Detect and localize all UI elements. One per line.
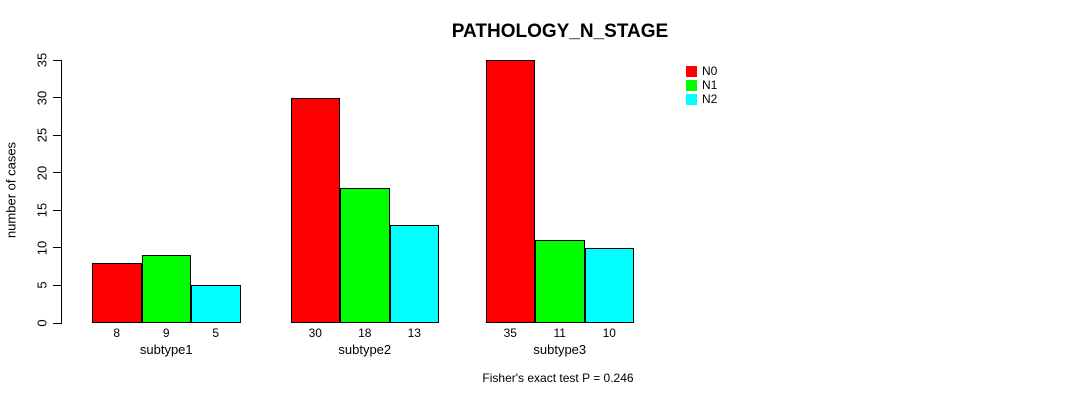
legend-label: N0 xyxy=(702,64,718,78)
legend-item-N1: N1 xyxy=(686,78,718,92)
category-label: subtype3 xyxy=(533,342,587,357)
bar-value-label: 5 xyxy=(212,326,220,340)
bar-value-label: 30 xyxy=(308,326,322,340)
y-axis-tick xyxy=(53,172,61,174)
legend-swatch-N0 xyxy=(686,66,697,77)
bar-N0-subtype2 xyxy=(290,97,340,323)
category-label: subtype2 xyxy=(338,342,392,357)
y-axis-tick xyxy=(53,247,61,249)
y-axis-tick xyxy=(53,59,61,61)
bar-N0-subtype3 xyxy=(485,60,535,323)
bar-N0-subtype1 xyxy=(92,262,142,323)
y-axis-tick-label: 20 xyxy=(34,165,50,180)
bar-value-label: 13 xyxy=(407,326,421,340)
y-axis-tick-label: 10 xyxy=(34,240,50,256)
y-axis-tick-label: 25 xyxy=(34,127,50,143)
bar-value-label: 8 xyxy=(113,326,121,340)
legend: N0 N1 N2 xyxy=(686,64,718,106)
y-axis-tick xyxy=(53,284,61,286)
annotation-text: Fisher's exact test P = 0.246 xyxy=(482,371,634,385)
legend-swatch-N1 xyxy=(686,80,697,91)
y-axis-tick-label: 5 xyxy=(34,281,50,290)
bar-N2-subtype1 xyxy=(191,285,241,323)
y-axis-line xyxy=(61,60,62,324)
bar-N1-subtype2 xyxy=(340,187,390,323)
bar-value-label: 10 xyxy=(602,326,616,340)
y-axis-tick-label: 30 xyxy=(34,90,50,105)
bar-value-label: 11 xyxy=(553,326,566,340)
y-axis-tick xyxy=(53,209,61,211)
legend-label: N1 xyxy=(702,78,718,92)
legend-item-N2: N2 xyxy=(686,92,718,106)
legend-swatch-N2 xyxy=(686,94,697,105)
y-axis-tick xyxy=(53,134,61,136)
bar-N2-subtype2 xyxy=(389,225,439,323)
legend-label: N2 xyxy=(702,92,718,106)
bar-value-label: 18 xyxy=(358,326,372,340)
bar-value-label: 9 xyxy=(162,326,170,340)
bar-value-label: 35 xyxy=(503,326,517,340)
y-axis-tick xyxy=(53,322,61,324)
legend-item-N0: N0 xyxy=(686,64,718,78)
bar-N1-subtype3 xyxy=(535,240,585,323)
chart-title: PATHOLOGY_N_STAGE xyxy=(451,21,669,42)
y-axis-tick-label: 0 xyxy=(34,319,50,327)
bar-N1-subtype1 xyxy=(141,255,191,323)
y-axis-tick xyxy=(53,97,61,99)
bar-N2-subtype3 xyxy=(584,247,634,323)
category-label: subtype1 xyxy=(139,342,193,357)
y-axis-tick-label: 35 xyxy=(34,52,50,68)
y-axis-tick-label: 15 xyxy=(34,203,50,218)
